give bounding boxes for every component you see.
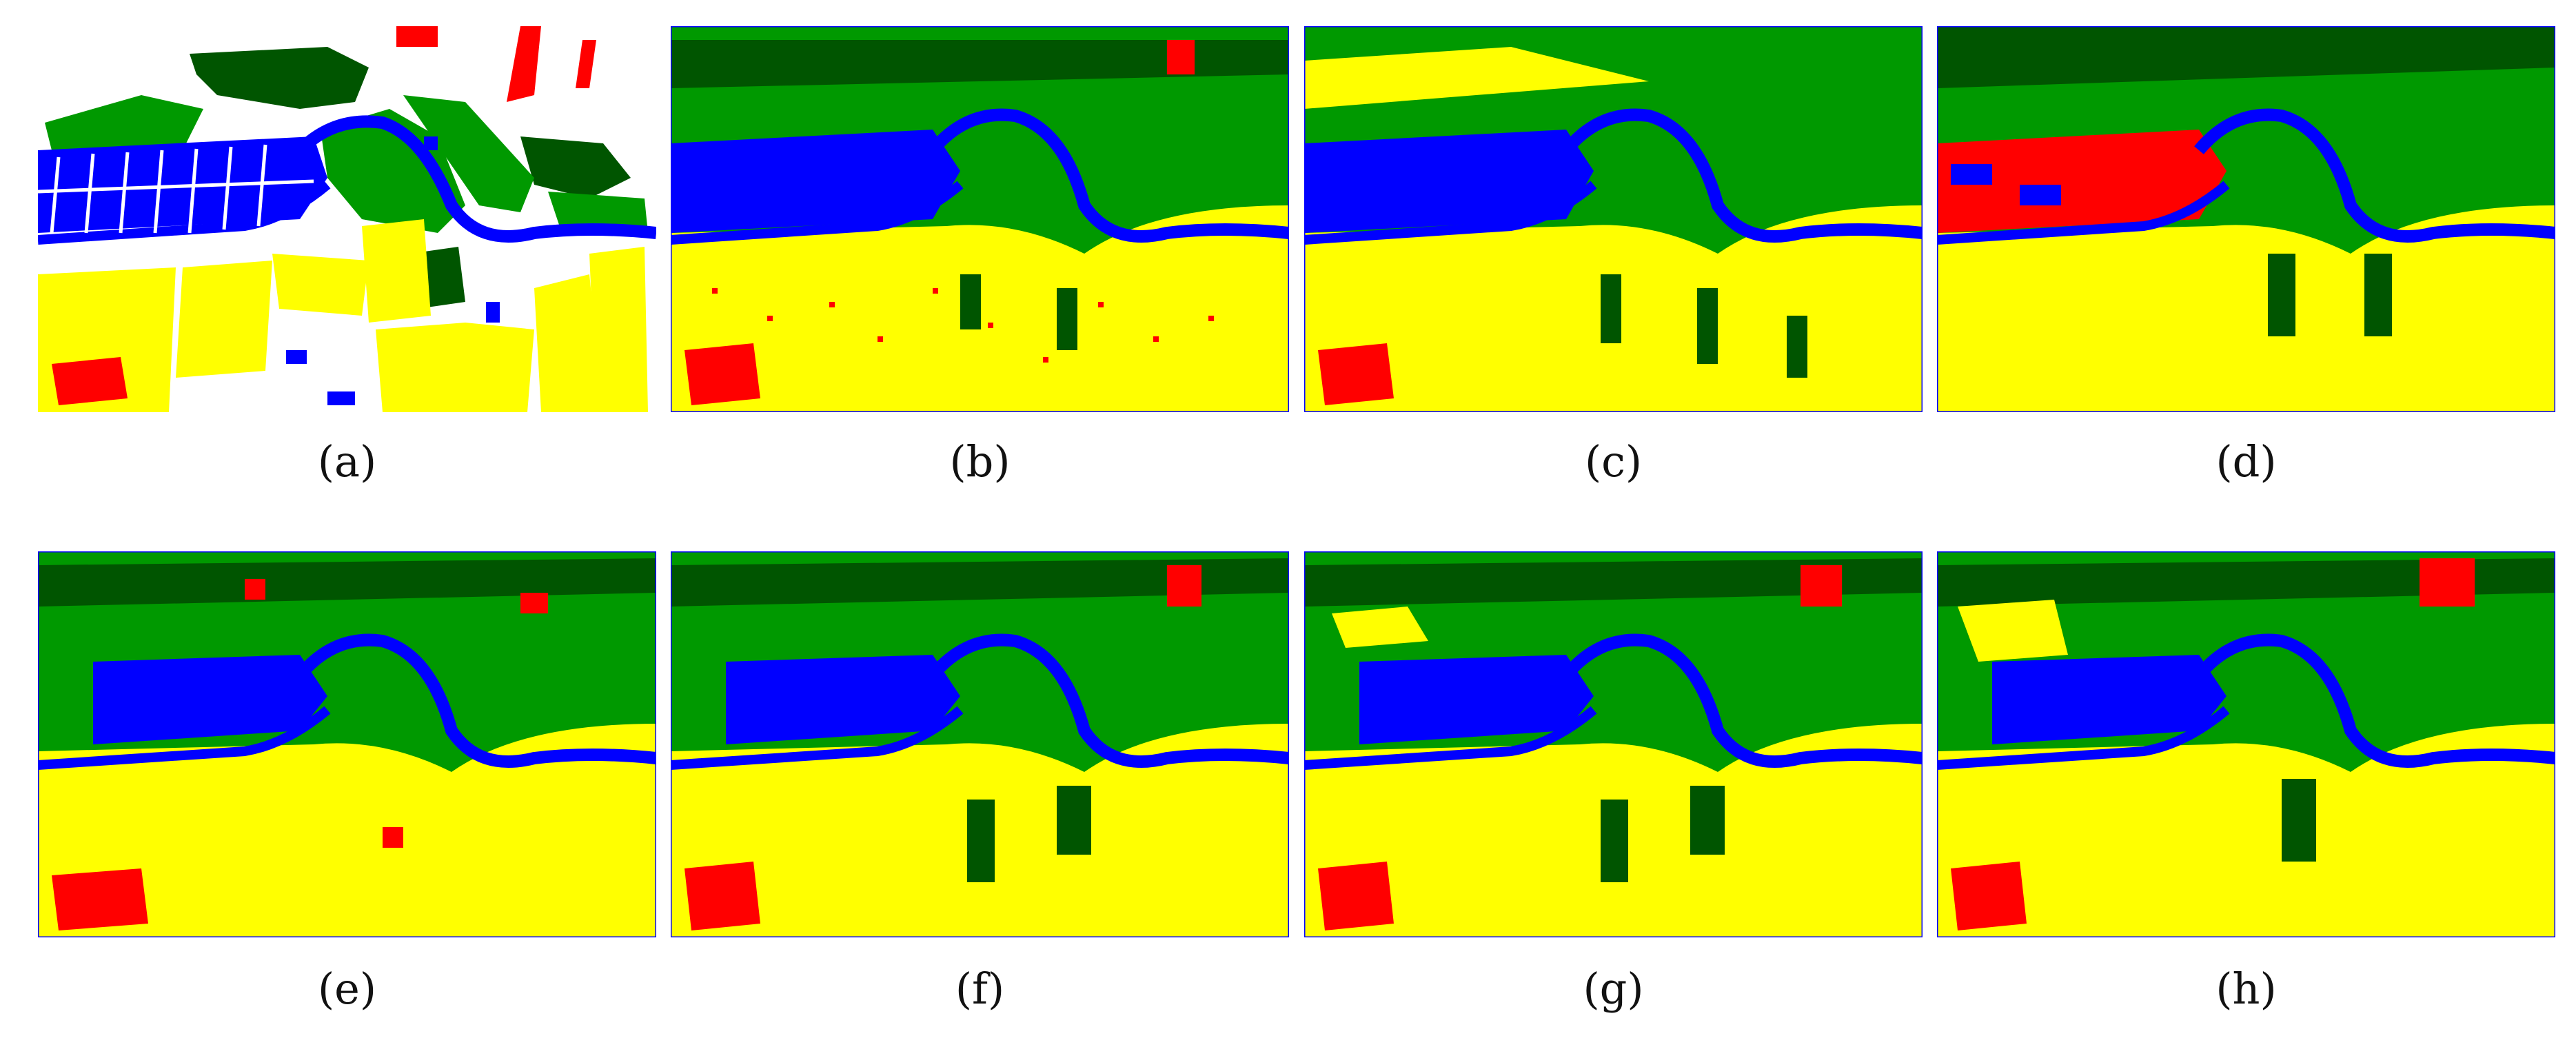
panel-a-ground-truth-map: [38, 26, 656, 412]
caption-f: (f): [955, 964, 1005, 1014]
panel-d-classification-map: [1937, 26, 2555, 412]
caption-c: (c): [1584, 436, 1643, 487]
caption-d: (d): [2215, 436, 2277, 487]
panel-e-classification-map: [38, 551, 656, 937]
panel-f-classification-map: [671, 551, 1289, 937]
panel-h-classification-map: [1937, 551, 2555, 937]
caption-g: (g): [1583, 964, 1644, 1014]
panel-b-classification-map: [671, 26, 1289, 412]
panel-g-classification-map: [1304, 551, 1923, 937]
classification-map-g-image: [1304, 551, 1923, 937]
classification-map-b-image: [671, 26, 1289, 412]
classification-map-e-image: [38, 551, 656, 937]
caption-a: (a): [317, 436, 377, 487]
classification-map-f-image: [671, 551, 1289, 937]
panel-c-classification-map: [1304, 26, 1923, 412]
caption-h: (h): [2215, 964, 2277, 1014]
caption-b: (b): [949, 436, 1011, 487]
classification-map-h-image: [1937, 551, 2555, 937]
caption-e: (e): [317, 964, 377, 1014]
ground-truth-map-image: [38, 26, 656, 412]
classification-map-c-image: [1304, 26, 1923, 412]
classification-map-d-image: [1937, 26, 2555, 412]
